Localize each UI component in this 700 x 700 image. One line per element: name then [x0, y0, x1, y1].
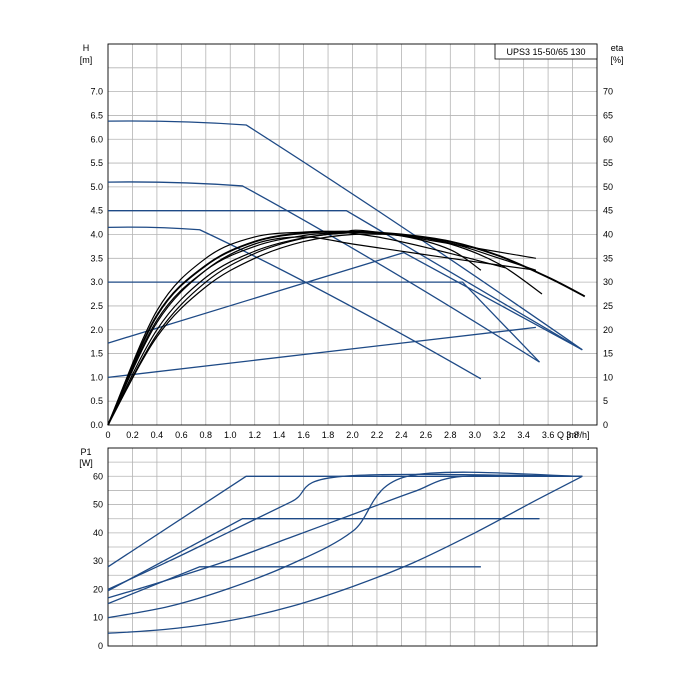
x-tick-label: 0 — [105, 430, 110, 440]
power-curve — [107, 518, 540, 592]
head-curve-proportional-pressure — [107, 326, 536, 379]
y2-tick-label-eta: 45 — [603, 206, 613, 216]
y-tick-label-head: 7.0 — [90, 87, 103, 97]
y-tick-label-head: 4.0 — [90, 230, 103, 240]
y-axis-unit-head: [m] — [80, 55, 93, 65]
x-tick-label: 2.8 — [444, 430, 457, 440]
x-tick-label: 1.4 — [273, 430, 286, 440]
head-curve-constant-curve — [107, 181, 540, 363]
power-curve — [107, 474, 583, 599]
efficiency-curve — [107, 231, 482, 426]
y2-tick-label-eta: 5 — [603, 396, 608, 406]
head-efficiency-curves — [107, 120, 586, 426]
x-tick-label: 1.0 — [224, 430, 237, 440]
head-curve-proportional-pressure — [107, 251, 583, 351]
x-tick-label: 0.8 — [200, 430, 213, 440]
head-curve-constant-pressure — [108, 281, 540, 363]
y2-tick-label-eta: 50 — [603, 182, 613, 192]
x-tick-label: 0.4 — [151, 430, 164, 440]
x-tick-label: 3.4 — [517, 430, 530, 440]
x-tick-label: 1.8 — [322, 430, 335, 440]
power-plot-frame — [107, 447, 598, 647]
y-tick-label-head: 4.5 — [90, 206, 103, 216]
power-curve — [107, 566, 481, 605]
efficiency-curve — [107, 230, 586, 426]
chart-title: UPS3 15-50/65 130 — [506, 47, 585, 57]
efficiency-curve — [107, 231, 543, 426]
y-tick-label-head: 2.5 — [90, 301, 103, 311]
x-tick-label: 3.0 — [468, 430, 481, 440]
head-curve-constant-curve — [107, 120, 583, 351]
efficiency-curve — [107, 236, 536, 426]
y-axis-unit-power: [W] — [79, 458, 93, 468]
efficiency-curve — [107, 230, 506, 426]
y-tick-label-head: 0.0 — [90, 420, 103, 430]
y2-tick-label-eta: 65 — [603, 110, 613, 120]
x-tick-label: 1.6 — [297, 430, 310, 440]
y2-axis-unit-eta: [%] — [610, 55, 623, 65]
y-tick-label-power: 0 — [98, 641, 103, 651]
x-tick-label: 2.0 — [346, 430, 359, 440]
y2-tick-label-eta: 25 — [603, 301, 613, 311]
x-tick-label: 2.6 — [420, 430, 433, 440]
y-tick-label-head: 5.5 — [90, 158, 103, 168]
x-tick-label: 2.4 — [395, 430, 408, 440]
y-tick-label-power: 40 — [93, 528, 103, 538]
power-plot-grid — [108, 448, 597, 646]
y-tick-label-head: 5.0 — [90, 182, 103, 192]
y2-tick-label-eta: 55 — [603, 158, 613, 168]
y2-tick-label-eta: 20 — [603, 325, 613, 335]
axis-tick-labels: 0 0.2 0.4 0.6 0.8 1.0 1.2 1.4 1.6 1.8 2.0 2.2 2.4 2.6… — [90, 87, 613, 651]
y-tick-label-head: 0.5 — [90, 396, 103, 406]
efficiency-curve — [107, 229, 536, 426]
x-tick-label: 3.6 — [542, 430, 555, 440]
power-curve — [107, 475, 583, 634]
y-tick-label-power: 10 — [93, 613, 103, 623]
y-tick-label-head: 6.0 — [90, 134, 103, 144]
y2-tick-label-eta: 15 — [603, 349, 613, 359]
y2-tick-label-eta: 0 — [603, 420, 608, 430]
y2-tick-label-eta: 60 — [603, 134, 613, 144]
y-tick-label-power: 20 — [93, 584, 103, 594]
y2-tick-label-eta: 10 — [603, 372, 613, 382]
y-tick-label-head: 2.0 — [90, 325, 103, 335]
y-tick-label-head: 3.5 — [90, 253, 103, 263]
y-tick-label-power: 30 — [93, 556, 103, 566]
y2-tick-label-eta: 35 — [603, 253, 613, 263]
y2-tick-label-eta: 70 — [603, 87, 613, 97]
power-curve — [107, 471, 583, 619]
y-axis-label-head: H — [83, 43, 90, 53]
head-plot-frame — [107, 43, 598, 426]
x-axis-label: Q [m³/h] — [557, 430, 590, 440]
x-tick-label: 1.2 — [248, 430, 261, 440]
y-axis-label-power: P1 — [80, 447, 91, 457]
x-tick-label: 0.6 — [175, 430, 188, 440]
power-curves — [107, 471, 583, 634]
y2-tick-label-eta: 40 — [603, 230, 613, 240]
x-tick-label: 3.2 — [493, 430, 506, 440]
y-tick-label-head: 1.5 — [90, 349, 103, 359]
chart-title-box — [494, 43, 598, 60]
y-tick-label-power: 50 — [93, 500, 103, 510]
head-curve-constant-pressure — [108, 210, 583, 351]
y-tick-label-head: 3.0 — [90, 277, 103, 287]
x-tick-label: 2.2 — [371, 430, 384, 440]
y2-tick-label-eta: 30 — [603, 277, 613, 287]
y-tick-label-head: 1.0 — [90, 372, 103, 382]
x-tick-label: 3.8 — [566, 430, 579, 440]
efficiency-curve — [107, 233, 537, 426]
power-curve — [107, 473, 583, 590]
y2-axis-label-eta: eta — [611, 43, 624, 53]
y-tick-label-power: 60 — [93, 471, 103, 481]
y-tick-label-head: 6.5 — [90, 110, 103, 120]
x-tick-label: 0.2 — [126, 430, 139, 440]
